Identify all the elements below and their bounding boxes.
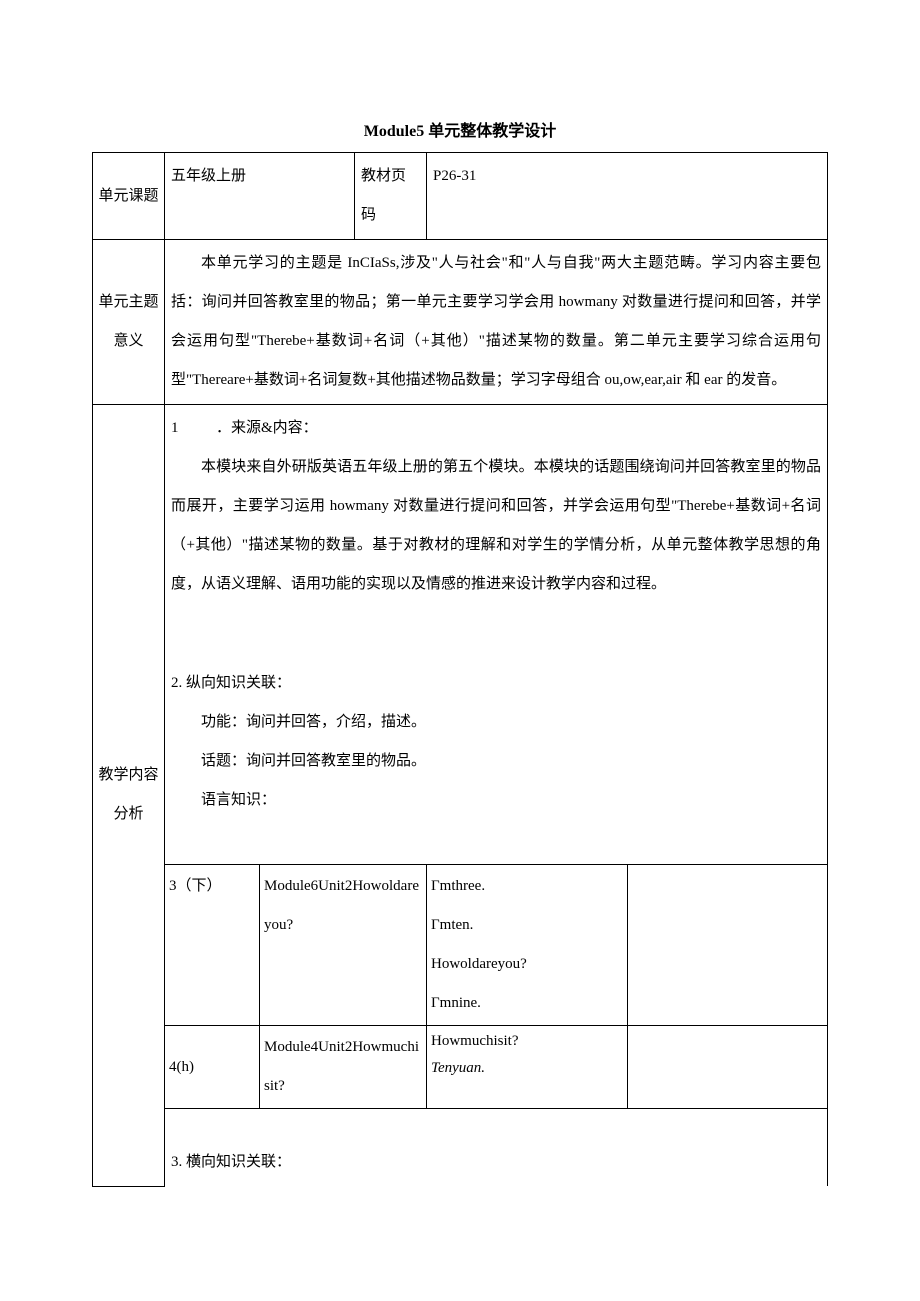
section1-title: ．来源&内容： — [216, 420, 318, 436]
textbook-page-label: 教材页码 — [355, 153, 427, 240]
section1-body: 本模块来自外研版英语五年级上册的第五个模块。本模块的话题围绕询问并回答教室里的物… — [171, 448, 821, 604]
page-title: Module5 单元整体教学设计 — [92, 120, 828, 144]
textbook-page-value: P26-31 — [427, 153, 828, 240]
inner-r1c3-l3: Howoldareyou? — [431, 945, 623, 984]
inner-r1c1: 3（下） — [165, 865, 260, 1026]
table-row: 单元主题意义 本单元学习的主题是 InCIaSs,涉及"人与社会"和"人与自我"… — [93, 240, 828, 405]
section2-line1: 功能：询问并回答，介绍，描述。 — [171, 703, 821, 742]
table-row: 3（下） Module6Unit2Howoldareyou? Γmthree. … — [93, 865, 828, 1026]
inner-r2c3: Howmuchisit? Tenyuan. — [427, 1026, 628, 1109]
section2-line2: 话题：询问并回答教室里的物品。 — [171, 742, 821, 781]
unit-theme-content: 本单元学习的主题是 InCIaSs,涉及"人与社会"和"人与自我"两大主题范畴。… — [165, 240, 828, 405]
unit-topic-label: 单元课题 — [93, 153, 165, 240]
section3-cell: 3. 横向知识关联： — [165, 1109, 828, 1187]
inner-r1c3-l1: Γmthree. — [431, 867, 623, 906]
inner-r2c3-l2: Tenyuan. — [431, 1055, 623, 1082]
section2-title: 2. 纵向知识关联： — [171, 664, 821, 703]
section1-number: 1 — [171, 420, 179, 436]
unit-theme-label: 单元主题意义 — [93, 240, 165, 405]
section1-heading: 1 ．来源&内容： — [171, 409, 821, 448]
teaching-analysis-content: 1 ．来源&内容： 本模块来自外研版英语五年级上册的第五个模块。本模块的话题围绕询… — [165, 405, 828, 865]
inner-r1c3: Γmthree. Γmten. Howoldareyou? Γmnine. — [427, 865, 628, 1026]
table-row: 教学内容分析 1．来源&内容： 本模块来自外研版英语五年级上册的第五个模块。本模… — [93, 405, 828, 865]
spacer — [171, 1113, 821, 1143]
main-table: 单元课题 五年级上册 教材页码 P26-31 单元主题意义 本单元学习的主题是 … — [92, 152, 828, 1187]
inner-r2c2: Module4Unit2Howmuchisit? — [260, 1026, 427, 1109]
inner-r1c3-l4: Γmnine. — [431, 984, 623, 1023]
inner-r2c3-l1: Howmuchisit? — [431, 1028, 623, 1055]
table-row: 3. 横向知识关联： — [93, 1109, 828, 1187]
inner-r2c4 — [627, 1026, 828, 1109]
teaching-analysis-label: 教学内容分析 — [93, 405, 165, 1187]
inner-r2c1: 4(h) — [165, 1026, 260, 1109]
section3-title: 3. 横向知识关联： — [171, 1143, 821, 1182]
spacer — [171, 820, 821, 860]
unit-topic-value: 五年级上册 — [165, 153, 355, 240]
table-row: 4(h) Module4Unit2Howmuchisit? Howmuchisi… — [93, 1026, 828, 1109]
inner-r1c3-l2: Γmten. — [431, 906, 623, 945]
spacer — [171, 604, 821, 664]
inner-r1c4 — [627, 865, 828, 1026]
inner-r1c2: Module6Unit2Howoldareyou? — [260, 865, 427, 1026]
table-row: 单元课题 五年级上册 教材页码 P26-31 — [93, 153, 828, 240]
section2-line3: 语言知识： — [171, 781, 821, 820]
